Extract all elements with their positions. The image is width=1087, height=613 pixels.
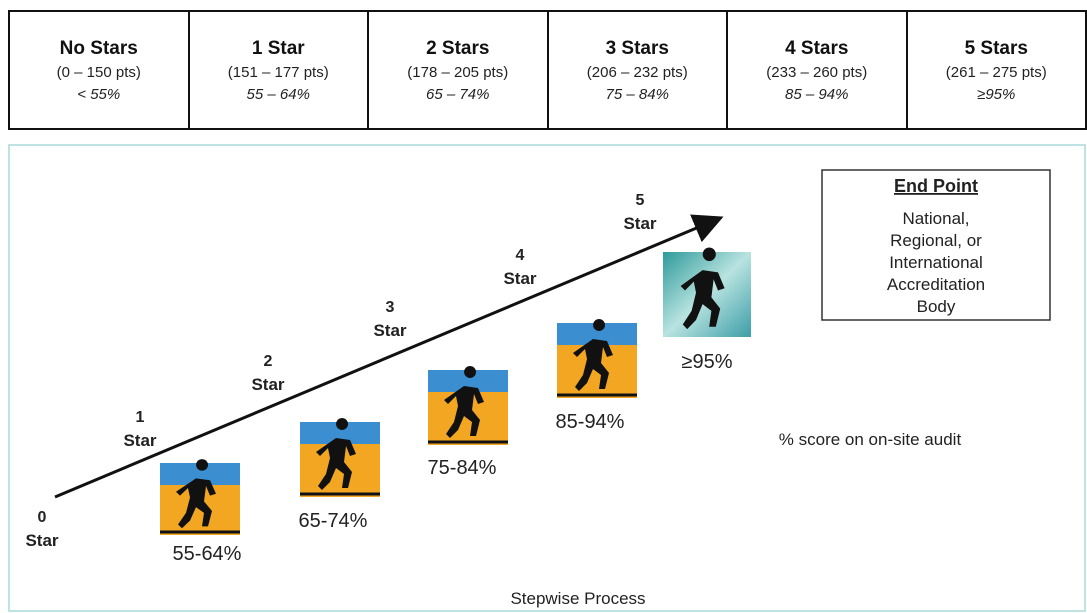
score-label: 85-94% (556, 411, 625, 433)
end-point-line: National, (902, 209, 969, 228)
diagram: 0 Star 1 Star 2 Star 3 Star 4 Star 5 Star 55-64% 65-7… (0, 0, 1087, 613)
legend: % score on on-site audit (779, 430, 962, 449)
score-label: 55-64% (173, 543, 242, 565)
step-label: Star (251, 375, 284, 394)
step-label: Star (503, 269, 536, 288)
step-number: 2 (264, 353, 273, 370)
end-point-line: International (889, 253, 983, 272)
caption: Stepwise Process (510, 589, 645, 608)
step-label: Star (373, 321, 406, 340)
step-number: 5 (636, 192, 645, 209)
end-point-line: Body (917, 297, 956, 316)
step-number: 4 (516, 247, 525, 264)
page: No Stars(0 – 150 pts)< 55%1 Star(151 – 1… (0, 0, 1087, 613)
end-point-line: Accreditation (887, 275, 985, 294)
score-label: 75-84% (428, 457, 497, 479)
step-label: Star (123, 431, 156, 450)
step-label: Star (25, 531, 58, 550)
score-label: 65-74% (299, 510, 368, 532)
step-label: Star (623, 214, 656, 233)
step-number: 3 (386, 299, 395, 316)
end-point-line: Regional, or (890, 231, 982, 250)
step-number: 1 (136, 409, 145, 426)
score-label: ≥95% (681, 351, 732, 373)
step-number: 0 (38, 509, 47, 526)
end-point-title: End Point (894, 176, 978, 196)
